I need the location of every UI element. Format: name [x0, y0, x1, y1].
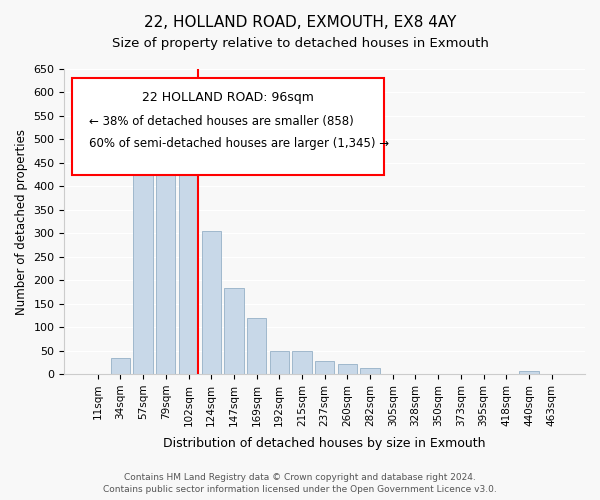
Bar — [224, 288, 244, 374]
Text: 22 HOLLAND ROAD: 96sqm: 22 HOLLAND ROAD: 96sqm — [142, 92, 314, 104]
Bar — [179, 160, 198, 374]
Bar — [156, 132, 175, 374]
Text: 22, HOLLAND ROAD, EXMOUTH, EX8 4AY: 22, HOLLAND ROAD, EXMOUTH, EX8 4AY — [144, 15, 456, 30]
Text: Size of property relative to detached houses in Exmouth: Size of property relative to detached ho… — [112, 38, 488, 51]
Text: ← 38% of detached houses are smaller (858): ← 38% of detached houses are smaller (85… — [89, 115, 353, 128]
Bar — [111, 358, 130, 374]
Text: 60% of semi-detached houses are larger (1,345) →: 60% of semi-detached houses are larger (… — [89, 136, 389, 149]
Bar — [315, 361, 334, 374]
Bar — [269, 350, 289, 374]
Bar — [292, 350, 311, 374]
Bar — [133, 160, 153, 374]
X-axis label: Distribution of detached houses by size in Exmouth: Distribution of detached houses by size … — [163, 437, 486, 450]
Bar — [202, 231, 221, 374]
Bar — [520, 371, 539, 374]
Text: Contains public sector information licensed under the Open Government Licence v3: Contains public sector information licen… — [103, 485, 497, 494]
Bar — [361, 368, 380, 374]
Bar — [338, 364, 357, 374]
Y-axis label: Number of detached properties: Number of detached properties — [15, 128, 28, 314]
Text: Contains HM Land Registry data © Crown copyright and database right 2024.: Contains HM Land Registry data © Crown c… — [124, 474, 476, 482]
Bar — [247, 318, 266, 374]
